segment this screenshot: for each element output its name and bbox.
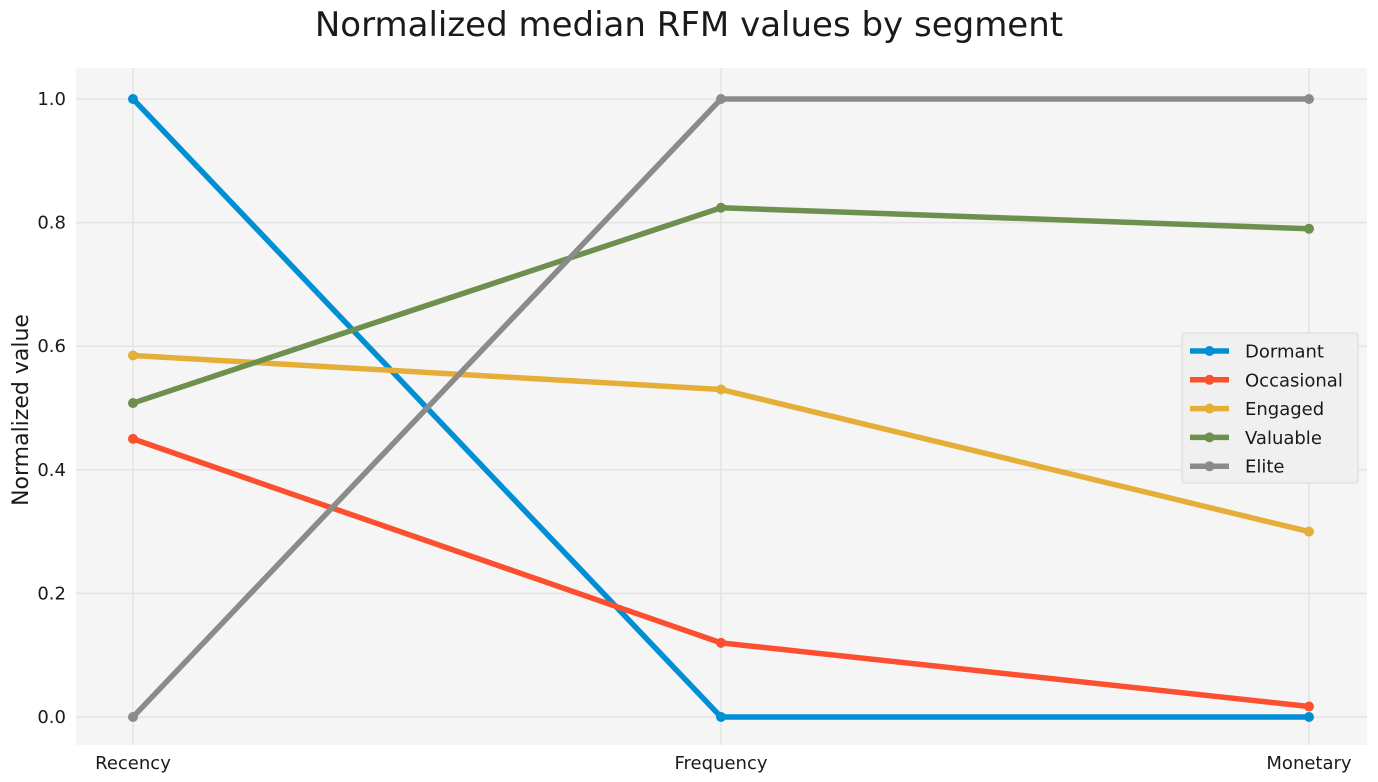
y-tick-label: 1.0 bbox=[37, 89, 66, 110]
legend-label-dormant: Dormant bbox=[1245, 342, 1324, 363]
data-point-elite bbox=[1304, 94, 1314, 104]
legend-marker-elite bbox=[1204, 461, 1215, 472]
x-tick-label: Monetary bbox=[1266, 753, 1352, 774]
legend-label-valuable: Valuable bbox=[1245, 428, 1322, 449]
data-point-valuable bbox=[716, 202, 726, 213]
legend-marker-dormant bbox=[1204, 346, 1215, 356]
data-point-engaged bbox=[716, 384, 726, 395]
data-point-engaged bbox=[1304, 526, 1314, 537]
legend-label-elite: Elite bbox=[1245, 457, 1285, 478]
data-point-valuable bbox=[128, 398, 138, 409]
y-tick-label: 0.2 bbox=[37, 583, 66, 604]
data-point-dormant bbox=[1304, 712, 1314, 722]
legend-label-engaged: Engaged bbox=[1245, 399, 1324, 420]
y-tick-label: 0.8 bbox=[37, 213, 66, 234]
legend: Dormant Occasional Engaged Valuable Elite bbox=[1181, 332, 1359, 484]
x-tick-label: Recency bbox=[95, 753, 171, 774]
y-axis-ticks: 0.0 0.2 0.4 0.6 0.8 1.0 bbox=[37, 89, 66, 728]
data-point-occasional bbox=[128, 433, 138, 444]
legend-box bbox=[1181, 332, 1359, 484]
data-point-occasional bbox=[716, 637, 726, 648]
legend-label-occasional: Occasional bbox=[1245, 370, 1343, 391]
y-tick-label: 0.6 bbox=[37, 336, 66, 357]
data-point-elite bbox=[716, 94, 726, 104]
data-point-dormant bbox=[716, 712, 726, 722]
legend-marker-valuable bbox=[1204, 432, 1215, 443]
data-point-elite bbox=[128, 712, 138, 722]
series-lines bbox=[128, 94, 1314, 722]
data-point-occasional bbox=[1304, 701, 1314, 712]
legend-marker-occasional bbox=[1204, 374, 1215, 385]
y-axis-label: Normalized value bbox=[9, 314, 34, 506]
y-tick-label: 0.0 bbox=[37, 707, 66, 728]
x-axis-ticks: Recency Frequency Monetary bbox=[95, 753, 1352, 774]
legend-marker-engaged bbox=[1204, 403, 1215, 414]
data-point-valuable bbox=[1304, 223, 1314, 234]
y-tick-label: 0.4 bbox=[37, 460, 66, 481]
data-point-dormant bbox=[128, 94, 138, 104]
chart-title: Normalized median RFM values by segment bbox=[315, 5, 1063, 45]
x-tick-label: Frequency bbox=[675, 753, 768, 774]
data-point-engaged bbox=[128, 350, 138, 361]
